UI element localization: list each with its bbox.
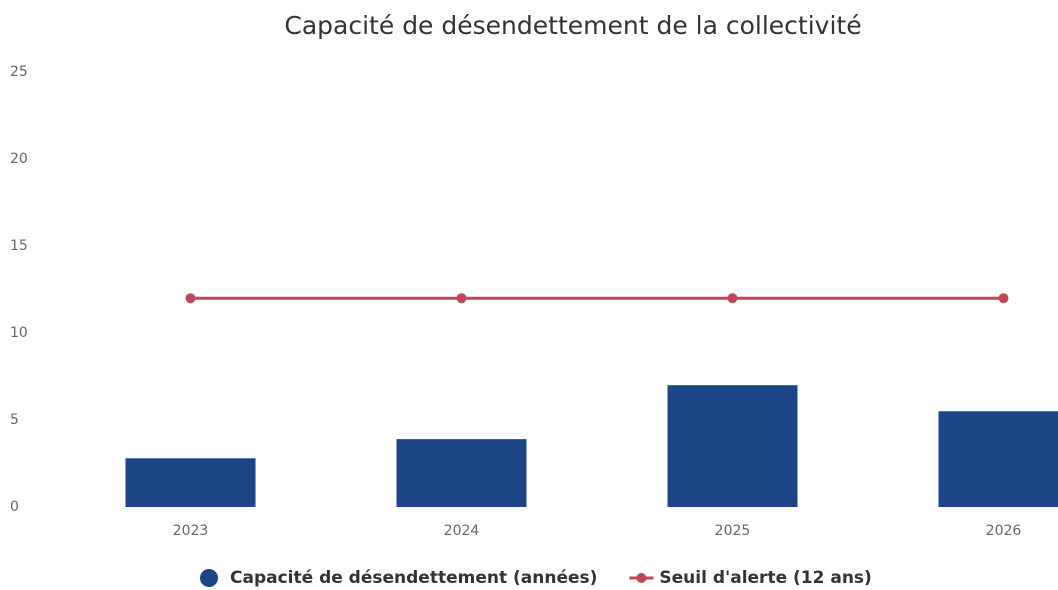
x-tick-label: 2024 bbox=[444, 523, 480, 539]
y-tick-label: 0 bbox=[10, 499, 19, 515]
y-tick-label: 15 bbox=[10, 238, 28, 254]
bar bbox=[125, 458, 256, 507]
line-point bbox=[727, 293, 738, 304]
legend-marker bbox=[636, 573, 647, 583]
line-point bbox=[456, 293, 467, 304]
legend-label: Seuil d'alerte (12 ans) bbox=[659, 568, 871, 588]
x-tick-label: 2025 bbox=[715, 523, 751, 539]
y-tick-label: 10 bbox=[10, 325, 28, 341]
bar bbox=[396, 439, 527, 507]
y-tick-label: 5 bbox=[10, 412, 19, 428]
y-tick-label: 25 bbox=[10, 64, 28, 80]
line-point bbox=[998, 293, 1009, 304]
chart-title: Capacité de désendettement de la collect… bbox=[284, 11, 861, 40]
line-point bbox=[185, 293, 196, 304]
x-tick-label: 2026 bbox=[986, 523, 1022, 539]
legend-label: Capacité de désendettement (années) bbox=[230, 568, 597, 588]
y-tick-label: 20 bbox=[10, 151, 28, 167]
x-tick-label: 2023 bbox=[173, 523, 209, 539]
bar bbox=[938, 411, 1058, 507]
bar bbox=[667, 385, 798, 507]
legend-marker bbox=[200, 569, 218, 587]
